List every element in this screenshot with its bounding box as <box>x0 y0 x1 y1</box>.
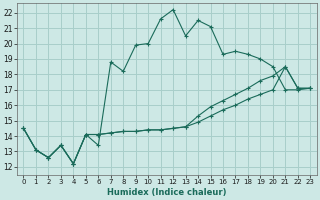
X-axis label: Humidex (Indice chaleur): Humidex (Indice chaleur) <box>107 188 227 197</box>
